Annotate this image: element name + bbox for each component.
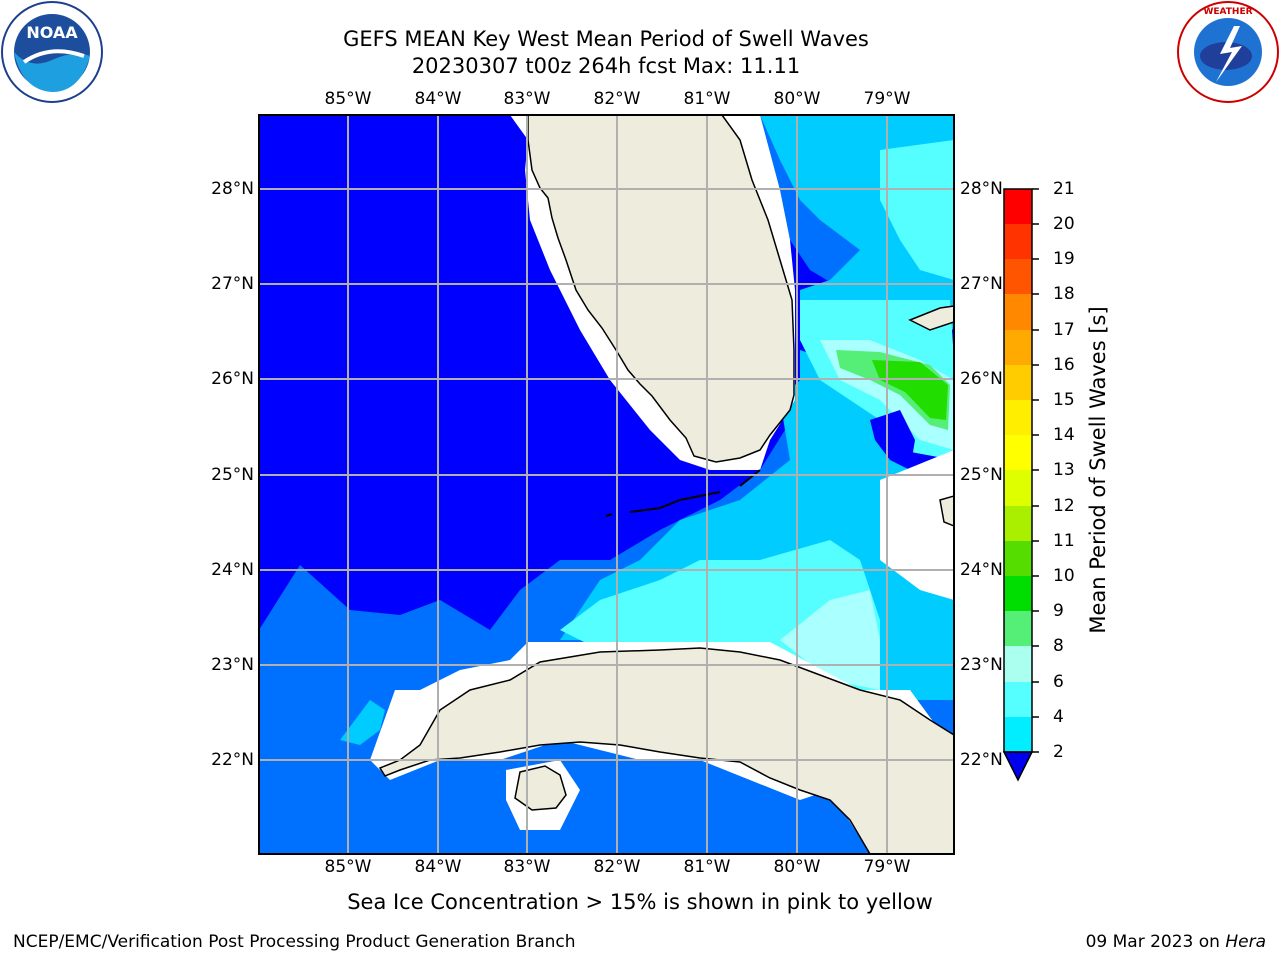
field-6 — [560, 115, 954, 700]
colorbar-swatch — [1004, 330, 1032, 366]
lat-label-left: 24°N — [211, 560, 254, 580]
field-8 — [560, 140, 954, 700]
colorbar-swatch — [1004, 611, 1032, 647]
lon-label-bottom: 79°W — [863, 857, 911, 877]
colorbar-tick: 10 — [1053, 566, 1075, 586]
colorbar-tick: 13 — [1053, 460, 1075, 480]
lat-label-left: 25°N — [211, 465, 254, 485]
field-9 — [780, 340, 954, 690]
colorbar-swatch — [1004, 646, 1032, 683]
colorbar-swatch — [1004, 400, 1032, 436]
lon-label-top: 81°W — [683, 89, 731, 109]
noaa-logo: NOAA — [1, 1, 103, 103]
colorbar-swatch — [1004, 576, 1032, 612]
lat-label-right: 28°N — [960, 179, 1003, 199]
land-florida — [527, 115, 795, 463]
lon-label-bottom: 81°W — [683, 857, 731, 877]
lon-label-top: 83°W — [503, 89, 551, 109]
lon-label-top: 79°W — [863, 89, 911, 109]
colorbar-tick: 19 — [1053, 249, 1075, 269]
lon-label-top: 85°W — [324, 89, 372, 109]
colorbar-swatch — [1004, 259, 1032, 295]
colorbar-swatch — [1004, 470, 1032, 507]
sea-ice-note: Sea Ice Concentration > 15% is shown in … — [347, 890, 933, 914]
colorbar-swatch — [1004, 682, 1032, 718]
lat-label-left: 28°N — [211, 179, 254, 199]
colorbar-tick: 9 — [1053, 601, 1064, 621]
lat-label-right: 26°N — [960, 369, 1003, 389]
land-grand-bahama — [908, 305, 954, 331]
noaa-logo-text: NOAA — [26, 23, 78, 42]
colorbar-extend-triangle — [1002, 751, 1034, 782]
colorbar-swatch — [1004, 294, 1032, 331]
colorbar-tick: 20 — [1053, 214, 1075, 234]
colorbar-swatch — [1004, 435, 1032, 471]
footer-host: Hera — [1225, 932, 1266, 952]
colorbar-tick: 6 — [1053, 672, 1064, 692]
footer-credit: NCEP/EMC/Verification Post Processing Pr… — [13, 932, 576, 952]
colorbar-swatch — [1004, 365, 1032, 401]
colorbar-swatch — [1004, 224, 1032, 260]
colorbar-swatch — [1004, 506, 1032, 542]
lon-label-bottom: 84°W — [414, 857, 462, 877]
lat-label-left: 27°N — [211, 274, 254, 294]
field-4-west-cuba — [340, 700, 385, 745]
lat-label-right: 25°N — [960, 465, 1003, 485]
colorbar-swatch — [1004, 189, 1032, 225]
svg-text:WEATHER: WEATHER — [1203, 7, 1252, 17]
colorbar-tick: 8 — [1053, 636, 1064, 656]
chart-subtitle: 20230307 t00z 264h fcst Max: 11.11 — [411, 54, 801, 78]
lon-label-top: 80°W — [773, 89, 821, 109]
lon-label-bottom: 83°W — [503, 857, 551, 877]
footer-date: 09 Mar 2023 on Hera — [1086, 932, 1266, 952]
colorbar-tick: 4 — [1053, 707, 1064, 727]
colorbar-swatch — [1004, 541, 1032, 577]
lon-label-bottom: 82°W — [593, 857, 641, 877]
lat-label-right: 23°N — [960, 655, 1003, 675]
nws-logo: WEATHER — [1177, 1, 1279, 103]
lon-label-bottom: 85°W — [324, 857, 372, 877]
land-andros — [939, 495, 954, 527]
colorbar-tick: 2 — [1053, 742, 1064, 762]
colorbar-tick: 21 — [1053, 179, 1075, 199]
colorbar-tick: 16 — [1053, 355, 1075, 375]
map-frame — [258, 114, 955, 855]
lat-label-left: 23°N — [211, 655, 254, 675]
lon-label-top: 82°W — [593, 89, 641, 109]
lon-label-bottom: 80°W — [773, 857, 821, 877]
colorbar-tick: 15 — [1053, 390, 1075, 410]
graticule — [259, 115, 954, 854]
colorbar-tick: 18 — [1053, 284, 1075, 304]
lat-label-left: 22°N — [211, 750, 254, 770]
colorbar-tick: 11 — [1053, 531, 1075, 551]
colorbar-swatch — [1004, 717, 1032, 753]
colorbar-tick: 12 — [1053, 496, 1075, 516]
colorbar-tick: 14 — [1053, 425, 1075, 445]
lat-label-right: 24°N — [960, 560, 1003, 580]
colorbar-label: Mean Period of Swell Waves [s] — [1086, 306, 1110, 634]
mask-east-bahamas — [880, 450, 954, 600]
colorbar-tick: 17 — [1053, 320, 1075, 340]
lon-label-top: 84°W — [414, 89, 462, 109]
field-2-east-pocket — [870, 410, 915, 470]
footer-date-text: 09 Mar 2023 on — [1085, 932, 1226, 952]
field-11 — [872, 360, 948, 420]
lat-label-left: 26°N — [211, 369, 254, 389]
chart-title: GEFS MEAN Key West Mean Period of Swell … — [343, 27, 869, 51]
lat-label-right: 27°N — [960, 274, 1003, 294]
lat-label-right: 22°N — [960, 750, 1003, 770]
